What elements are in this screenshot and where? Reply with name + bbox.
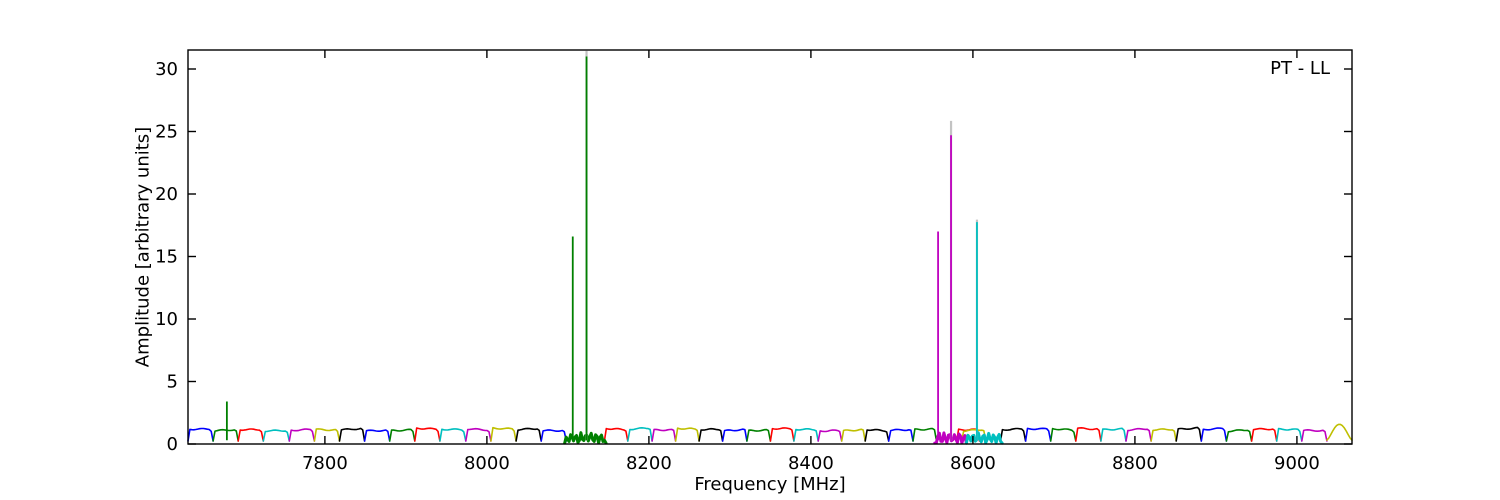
x-tick-label: 8400	[788, 453, 834, 474]
band-b	[187, 427, 214, 442]
x-tick-label: 8800	[1112, 453, 1158, 474]
band-g	[212, 428, 239, 442]
band-y	[1326, 423, 1353, 441]
band-m	[288, 428, 316, 442]
y-tick-label: 0	[167, 434, 178, 455]
band-m	[817, 429, 843, 442]
x-axis-label: Frequency [MHz]	[694, 474, 846, 495]
band-b	[363, 429, 391, 442]
axes-frame	[187, 49, 1353, 445]
band-m	[651, 428, 677, 442]
band-r	[1250, 427, 1278, 442]
band-k	[999, 427, 1027, 442]
band-k	[698, 427, 724, 442]
band-y	[1150, 428, 1177, 442]
y-tick-label: 5	[167, 372, 178, 393]
x-tick-label: 8600	[950, 453, 996, 474]
band-g	[1049, 427, 1077, 442]
band-r	[237, 428, 265, 442]
band-c	[1275, 427, 1303, 442]
band-m	[1125, 427, 1152, 442]
band-k	[515, 427, 543, 442]
x-tick-label: 9000	[1274, 453, 1320, 474]
band-y	[840, 428, 867, 442]
band-c	[626, 426, 653, 442]
y-tick-label: 20	[155, 184, 178, 205]
band-y	[313, 428, 341, 442]
band-c	[1100, 427, 1127, 442]
band-r	[769, 427, 795, 442]
y-tick-label: 25	[155, 122, 178, 143]
band-g	[1225, 429, 1253, 442]
x-tick-label: 8200	[626, 453, 672, 474]
band-b	[887, 428, 914, 442]
x-tick-label: 7800	[302, 453, 348, 474]
x-tick-label: 8000	[464, 453, 510, 474]
band-g	[912, 427, 938, 442]
band-y	[674, 427, 700, 442]
band-c	[793, 427, 820, 442]
band-c	[262, 429, 291, 442]
band-g	[746, 428, 772, 442]
band-r	[1075, 426, 1102, 442]
y-axis-label: Amplitude [arbitrary units]	[132, 126, 154, 368]
y-tick-label: 15	[155, 247, 178, 268]
noisy-band-g	[563, 431, 608, 445]
band-y	[490, 426, 517, 442]
band-y	[960, 428, 987, 442]
band-k	[1175, 426, 1203, 442]
band-k	[864, 428, 890, 442]
band-b	[1200, 427, 1228, 442]
band-m	[1301, 428, 1328, 442]
band-k	[338, 427, 366, 442]
plot-annotation: PT - LL	[1270, 58, 1330, 79]
y-tick-label: 30	[155, 59, 178, 80]
band-g	[388, 428, 416, 442]
band-r	[413, 427, 441, 442]
band-b	[540, 429, 568, 442]
y-tick-label: 10	[155, 309, 178, 330]
band-c	[439, 428, 467, 442]
band-b	[1024, 427, 1052, 442]
band-m	[464, 427, 492, 442]
band-b	[721, 428, 748, 442]
band-r	[603, 427, 629, 442]
noisy-band-c	[964, 431, 1004, 445]
